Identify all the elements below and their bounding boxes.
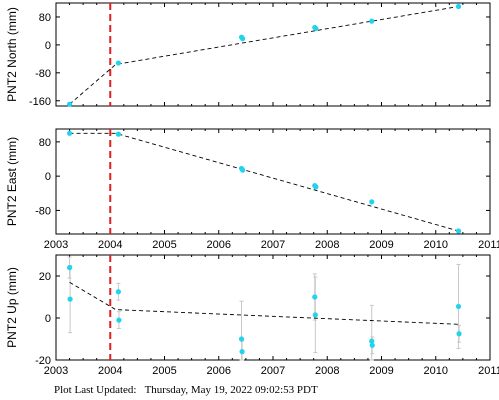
x-tick-label: 2011 — [478, 365, 499, 377]
data-point — [115, 131, 121, 137]
x-tick-label: 2007 — [261, 365, 285, 377]
plot-frame — [55, 2, 491, 107]
footer-label: Plot Last Updated: — [54, 384, 137, 396]
panel-up: 2003 2004 2005 2006 2007 2008 2009 2010 2011 -20 0… — [5, 254, 499, 377]
trend-line — [69, 281, 459, 325]
x-tick-label: 2003 — [44, 239, 68, 251]
data-point — [238, 336, 245, 342]
plot-area — [66, 129, 462, 234]
y-axis-label: PNT2 Up (mm) — [5, 267, 19, 348]
y-tick-label: 80 — [39, 137, 51, 149]
y-tick-label: 20 — [39, 271, 51, 283]
panel-east: 2003 2004 2005 2006 2007 2008 2009 2010 2011 -80 0… — [5, 128, 499, 251]
x-tick-label: 2009 — [369, 239, 393, 251]
y-tick-label: -80 — [35, 68, 51, 80]
data-point — [456, 331, 462, 337]
x-tick-label: 2008 — [315, 239, 339, 251]
panel-north: -160 -80 0 80 PNT2 North (mm) — [5, 2, 491, 108]
data-point — [369, 342, 375, 348]
trend-line — [69, 132, 459, 232]
data-point — [116, 317, 122, 323]
x-tick-label: 2005 — [152, 365, 176, 377]
data-point — [115, 289, 121, 295]
data-point — [369, 338, 375, 344]
plot-area — [66, 3, 462, 107]
data-point — [455, 303, 462, 310]
x-tick-label: 2009 — [369, 365, 393, 377]
x-tick-label: 2010 — [424, 239, 448, 251]
x-tick-label: 2006 — [207, 239, 231, 251]
data-point — [455, 228, 462, 234]
data-point — [312, 312, 318, 318]
x-tick-label: 2010 — [424, 365, 448, 377]
data-point — [312, 294, 318, 300]
data-point — [369, 18, 375, 24]
y-tick-label: -80 — [35, 205, 51, 217]
trend-line — [69, 6, 459, 105]
plot-area — [66, 255, 462, 361]
y-tick-label: -20 — [35, 355, 51, 367]
plot-footer: Plot Last Updated: Thursday, May 19, 202… — [54, 384, 318, 396]
data-point — [369, 199, 375, 205]
x-tick-label: 2004 — [98, 239, 122, 251]
data-point — [313, 25, 319, 32]
x-tick-label: 2004 — [98, 365, 122, 377]
y-axis-label: PNT2 East (mm) — [5, 137, 19, 226]
y-tick-label: -160 — [29, 96, 51, 108]
x-tick-label: 2005 — [152, 239, 176, 251]
y-tick-label: 80 — [39, 12, 51, 24]
x-tick-label: 2007 — [261, 239, 285, 251]
x-tick-label: 2011 — [478, 239, 499, 251]
x-tick-label: 2008 — [315, 365, 339, 377]
y-tick-label: 0 — [45, 313, 51, 325]
y-axis-label: PNT2 North (mm) — [5, 7, 19, 102]
y-tick-label: 0 — [45, 171, 51, 183]
data-point — [239, 349, 245, 355]
plot-frame — [55, 254, 491, 361]
x-tick-label: 2003 — [44, 365, 68, 377]
x-tick-label: 2006 — [207, 365, 231, 377]
data-point — [66, 101, 73, 107]
data-point — [115, 60, 121, 66]
data-point — [66, 265, 73, 271]
y-tick-label: 0 — [45, 40, 51, 52]
data-point — [67, 296, 73, 302]
data-point — [240, 167, 246, 173]
data-point — [455, 3, 462, 10]
footer-timestamp: Thursday, May 19, 2022 09:02:53 PDT — [144, 384, 318, 396]
data-point — [66, 130, 73, 136]
data-point — [240, 36, 246, 42]
data-point — [313, 184, 319, 190]
plot-frame — [55, 128, 491, 235]
